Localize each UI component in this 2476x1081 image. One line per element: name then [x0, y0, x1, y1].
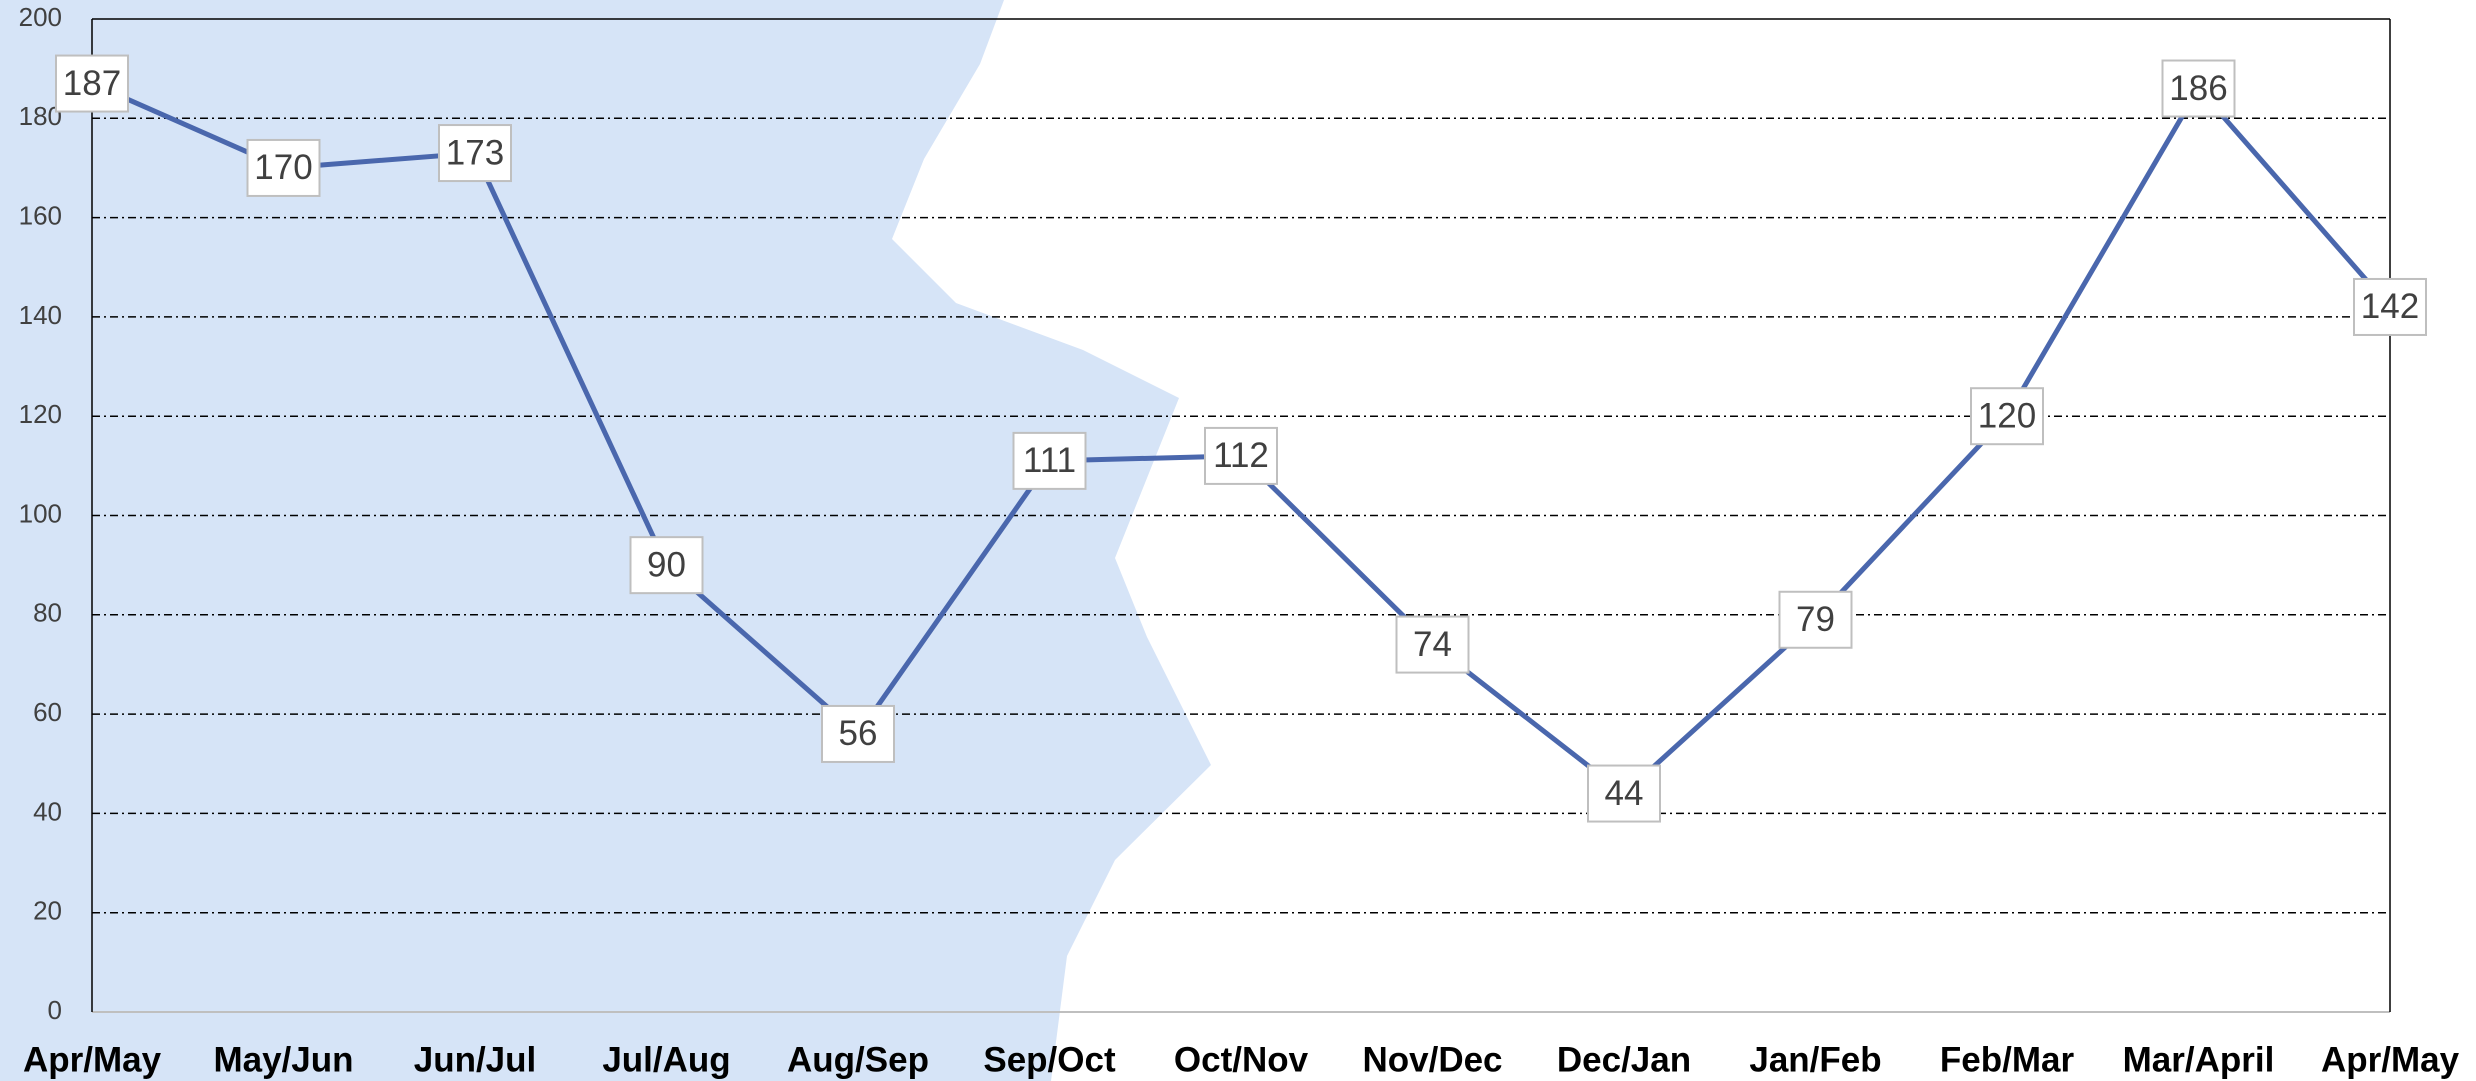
x-tick-label: Aug/Sep [787, 1040, 929, 1079]
data-label: 120 [1978, 396, 2036, 435]
x-tick-label: Oct/Nov [1174, 1040, 1309, 1079]
data-label: 187 [63, 64, 121, 103]
data-label: 74 [1413, 625, 1452, 664]
x-tick-label: Sep/Oct [983, 1040, 1116, 1079]
x-tick-label: Jun/Jul [414, 1040, 537, 1079]
x-tick-label: Apr/May [2321, 1040, 2460, 1079]
y-tick-label: 80 [33, 598, 62, 628]
y-tick-label: 100 [19, 498, 62, 528]
y-tick-label: 120 [19, 399, 62, 429]
x-tick-label: Apr/May [23, 1040, 162, 1079]
data-label: 111 [1023, 441, 1076, 480]
data-label: 173 [446, 133, 504, 172]
data-label: 142 [2361, 287, 2419, 326]
x-tick-label: May/Jun [213, 1040, 353, 1079]
y-tick-label: 20 [33, 896, 62, 926]
x-tick-label: Mar/April [2123, 1040, 2275, 1079]
y-tick-label: 40 [33, 796, 62, 826]
data-label: 170 [254, 148, 312, 187]
x-tick-label: Jul/Aug [602, 1040, 730, 1079]
data-label: 79 [1796, 600, 1835, 639]
x-tick-label: Feb/Mar [1940, 1040, 2075, 1079]
data-label: 56 [839, 714, 878, 753]
data-label: 112 [1213, 436, 1269, 475]
chart: 020406080100120140160180200Apr/MayMay/Ju… [0, 0, 2476, 1081]
y-tick-label: 0 [48, 995, 62, 1025]
x-tick-label: Nov/Dec [1362, 1040, 1502, 1079]
background-shape [0, 0, 1211, 1081]
y-tick-label: 60 [33, 697, 62, 727]
x-tick-label: Dec/Jan [1557, 1040, 1691, 1079]
data-label: 186 [2169, 69, 2227, 108]
y-tick-label: 140 [19, 300, 62, 330]
y-tick-label: 160 [19, 200, 62, 230]
data-label: 90 [647, 545, 686, 584]
x-tick-label: Jan/Feb [1749, 1040, 1881, 1079]
y-tick-label: 200 [19, 2, 62, 32]
data-label: 44 [1605, 774, 1644, 813]
